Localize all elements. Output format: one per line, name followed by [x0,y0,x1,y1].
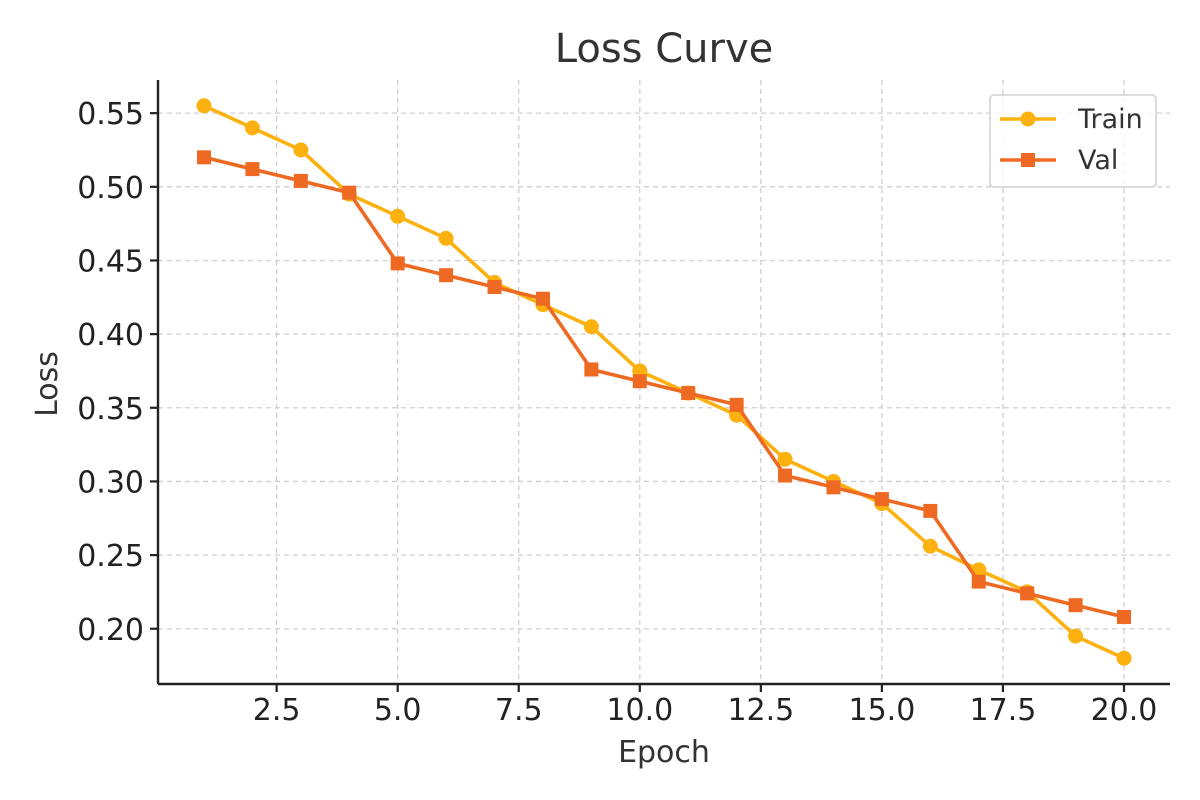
legend: Train Val [989,94,1157,188]
val-point [197,150,211,165]
val-point [584,362,599,377]
train-point [293,142,309,158]
val-point [1020,586,1035,601]
train-point [438,230,454,246]
legend-label: Val [1078,145,1118,176]
x-ticks: 2.5 5.0 7.5 10.0 12.5 15.0 17.5 20.0 [253,684,1158,728]
val-point [439,268,454,283]
val-point [874,492,889,507]
y-tick-label: 0.40 [77,318,144,353]
train-point [390,208,406,224]
val-point [1117,609,1131,624]
y-tick-label: 0.35 [77,392,144,427]
x-tick-label: 2.5 [253,693,301,728]
axes [156,80,1170,686]
legend-item-train: Train [1000,104,1143,135]
y-tick-label: 0.45 [77,244,144,279]
x-tick-label: 15.0 [848,693,915,728]
x-tick-label: 20.0 [1091,693,1158,728]
val-point [778,468,793,483]
y-ticks: 0.20 0.25 0.30 0.35 0.40 0.45 0.50 0.55 [77,97,158,648]
val-point [487,279,502,294]
val-point [535,291,550,306]
series-val [197,150,1131,624]
x-tick-label: 7.5 [495,693,543,728]
train-point [1068,628,1084,644]
y-tick-label: 0.25 [77,539,144,574]
val-point [729,397,744,412]
series-layer [196,98,1132,666]
val-point [971,574,986,589]
y-axis-label: Loss [30,351,65,417]
train-point [922,538,938,554]
val-point [342,185,357,200]
legend-label: Train [1077,104,1143,135]
legend-item-val: Val [1000,145,1118,176]
y-tick-label: 0.20 [77,613,144,648]
train-point [777,451,793,467]
legend-marker-circle [1020,111,1036,127]
val-point [923,503,938,518]
train-point [196,98,212,114]
legend-marker-square [1021,153,1035,167]
train-point [1116,650,1132,666]
val-point [293,173,308,188]
val-line [203,155,1125,619]
grid [158,80,1170,684]
x-tick-label: 12.5 [727,693,794,728]
y-tick-label: 0.30 [77,465,144,500]
val-point [1068,598,1083,613]
train-line [203,104,1125,660]
y-tick-label: 0.50 [77,171,144,206]
val-point [245,162,260,177]
y-tick-label: 0.55 [77,97,144,132]
x-tick-label: 17.5 [970,693,1037,728]
x-axis-label: Epoch [618,735,710,770]
x-tick-label: 5.0 [374,693,422,728]
val-point [826,480,841,495]
train-point [583,319,599,335]
val-point [681,386,696,401]
x-tick-label: 10.0 [606,693,673,728]
val-point [632,374,647,389]
val-point [390,256,405,271]
chart-title: Loss Curve [555,26,773,72]
train-point [244,120,260,136]
